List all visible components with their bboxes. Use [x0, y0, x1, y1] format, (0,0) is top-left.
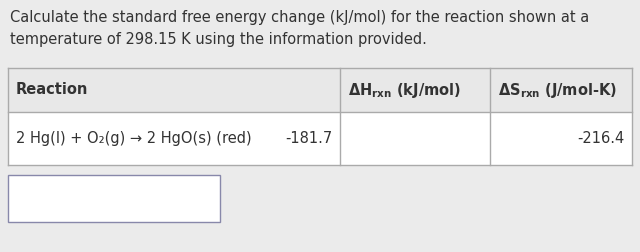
Bar	[8, 175, 220, 222]
Text: -216.4: -216.4	[577, 131, 624, 146]
Bar	[8, 112, 632, 165]
Text: Reaction: Reaction	[16, 82, 88, 98]
Text: 2 Hg(l) + O₂(g) → 2 HgO(s) (red): 2 Hg(l) + O₂(g) → 2 HgO(s) (red)	[16, 131, 252, 146]
Text: Calculate the standard free energy change (kJ/mol) for the reaction shown at a: Calculate the standard free energy chang…	[10, 10, 589, 25]
Text: $\mathbf{\Delta H_{rxn}}$ (kJ/mol): $\mathbf{\Delta H_{rxn}}$ (kJ/mol)	[348, 80, 461, 100]
Bar	[8, 68, 632, 112]
Text: -181.7: -181.7	[285, 131, 332, 146]
Text: temperature of 298.15 K using the information provided.: temperature of 298.15 K using the inform…	[10, 32, 427, 47]
Text: $\mathbf{\Delta S_{rxn}}$ (J/mol-K): $\mathbf{\Delta S_{rxn}}$ (J/mol-K)	[498, 80, 617, 100]
